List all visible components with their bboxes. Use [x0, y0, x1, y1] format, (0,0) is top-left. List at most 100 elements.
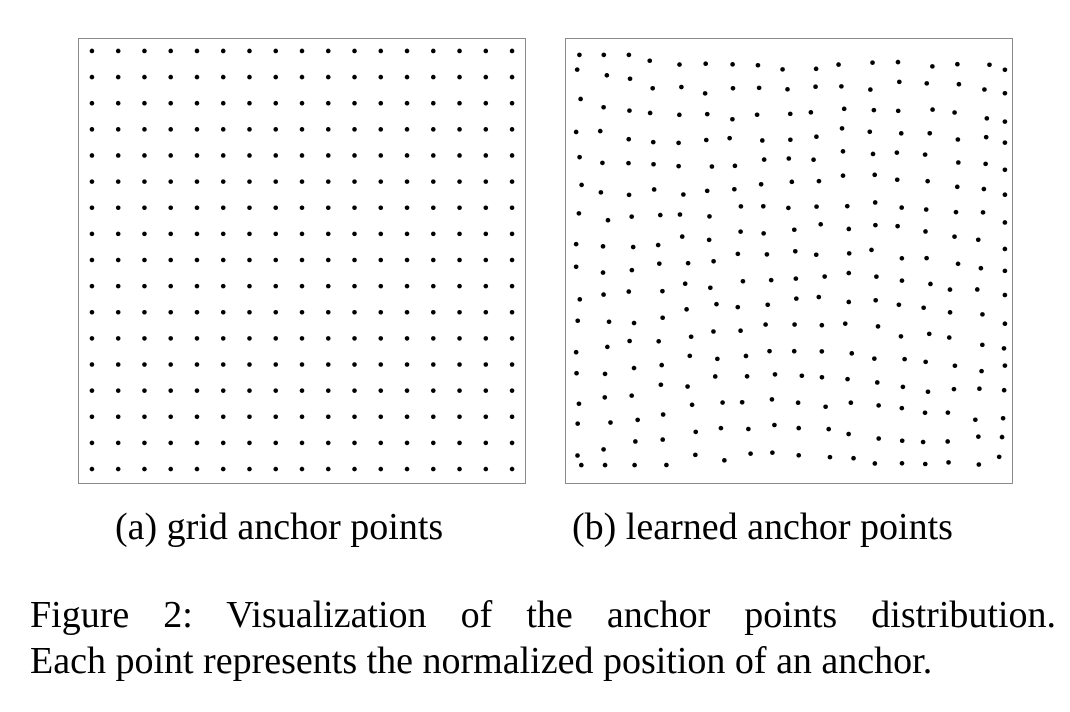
learned-anchor-point — [900, 384, 906, 390]
grid-anchor-point — [483, 309, 489, 315]
grid-anchor-point — [273, 179, 279, 184]
grid-anchor-point — [404, 100, 410, 106]
learned-anchor-point — [947, 287, 953, 292]
learned-anchor-point — [651, 161, 656, 167]
learned-anchor-point — [688, 334, 694, 340]
learned-anchor-point — [703, 61, 709, 66]
learned-anchor-point — [659, 362, 665, 368]
learned-anchor-point — [813, 84, 818, 89]
grid-anchor-point — [378, 414, 384, 420]
grid-anchor-point — [483, 362, 489, 367]
grid-anchor-point — [378, 362, 384, 367]
grid-anchor-point — [404, 179, 410, 184]
grid-anchor-point — [483, 231, 489, 237]
learned-anchor-point — [976, 434, 981, 439]
learned-anchor-point — [818, 222, 824, 227]
learned-anchor-point — [573, 349, 579, 355]
learned-anchor-point — [874, 380, 880, 385]
grid-anchor-point — [247, 231, 252, 237]
learned-anchor-point — [849, 351, 855, 356]
grid-anchor-point — [89, 48, 95, 54]
grid-anchor-point — [378, 127, 384, 132]
grid-anchor-point — [378, 283, 384, 289]
learned-anchor-point — [955, 61, 960, 67]
grid-anchor-point — [273, 205, 279, 211]
learned-anchor-point — [575, 421, 581, 426]
grid-anchor-point — [220, 74, 226, 80]
grid-anchor-point — [431, 153, 436, 158]
learned-anchor-point — [846, 270, 852, 276]
grid-anchor-point — [378, 48, 384, 54]
learned-anchor-point — [898, 334, 904, 339]
grid-anchor-point — [299, 440, 305, 446]
learned-anchor-point — [814, 134, 819, 139]
learned-anchor-point — [739, 400, 745, 405]
learned-anchor-point — [709, 164, 715, 169]
grid-anchor-point — [115, 440, 121, 446]
grid-anchor-point — [142, 362, 147, 367]
learned-anchor-point — [679, 84, 684, 90]
learned-anchor-point — [955, 160, 961, 165]
learned-anchor-point — [577, 297, 583, 302]
learned-anchor-point — [983, 161, 988, 167]
learned-anchor-point — [576, 211, 582, 216]
learned-anchor-point — [979, 368, 984, 374]
grid-anchor-point — [115, 205, 121, 211]
learned-anchor-point — [896, 79, 902, 85]
learned-anchor-point — [872, 461, 878, 466]
grid-anchor-point — [431, 179, 436, 184]
grid-anchor-point — [115, 388, 121, 393]
grid-anchor-point — [325, 257, 331, 263]
learned-anchor-point — [754, 112, 760, 118]
learned-anchor-point — [872, 172, 878, 178]
grid-anchor-point — [352, 388, 357, 393]
learned-anchor-point — [896, 302, 902, 308]
learned-anchor-point — [1002, 67, 1008, 73]
learned-anchor-point — [656, 339, 662, 344]
learned-anchor-point — [925, 178, 930, 184]
learned-anchor-point — [952, 363, 958, 369]
learned-anchor-point — [947, 310, 953, 315]
grid-anchor-point — [220, 388, 226, 393]
learned-anchor-point — [999, 434, 1005, 440]
grid-anchor-point — [89, 179, 95, 184]
grid-anchor-point — [168, 74, 174, 80]
learned-anchor-point — [770, 450, 775, 455]
learned-anchor-point — [604, 73, 610, 78]
grid-anchor-point — [89, 153, 95, 158]
learned-anchor-point — [602, 395, 608, 400]
learned-anchor-point — [711, 258, 716, 264]
learned-anchor-point — [839, 84, 844, 89]
grid-anchor-point — [194, 48, 200, 54]
learned-anchor-point — [922, 152, 928, 157]
learned-anchor-point — [676, 163, 681, 169]
grid-anchor-point — [431, 388, 436, 393]
learned-anchor-point — [758, 182, 764, 187]
subcaption-a: (a) grid anchor points — [115, 506, 444, 548]
grid-anchor-point — [431, 231, 436, 237]
grid-anchor-point — [378, 309, 384, 315]
grid-anchor-point — [325, 153, 331, 158]
learned-anchor-point — [895, 223, 900, 229]
grid-anchor-point — [352, 231, 357, 237]
learned-anchor-point — [923, 229, 928, 234]
grid-anchor-point — [457, 466, 462, 472]
grid-anchor-point — [325, 414, 331, 420]
learned-anchor-point — [872, 200, 878, 205]
grid-anchor-point — [194, 309, 200, 315]
learned-anchor-point — [738, 328, 743, 333]
learned-anchor-point — [626, 52, 632, 58]
grid-anchor-point — [220, 231, 226, 237]
learned-anchor-point — [664, 462, 669, 468]
grid-anchor-point — [457, 153, 462, 158]
learned-anchor-point — [987, 62, 992, 68]
learned-anchor-point — [786, 156, 792, 161]
learned-anchor-point — [707, 214, 712, 219]
learned-anchor-point — [718, 425, 724, 431]
learned-anchor-point — [895, 59, 901, 65]
grid-anchor-point — [352, 283, 357, 289]
grid-anchor-point — [194, 440, 200, 446]
grid-anchor-point — [89, 74, 95, 80]
learned-anchor-point — [735, 304, 741, 310]
learned-anchor-point — [819, 375, 825, 380]
